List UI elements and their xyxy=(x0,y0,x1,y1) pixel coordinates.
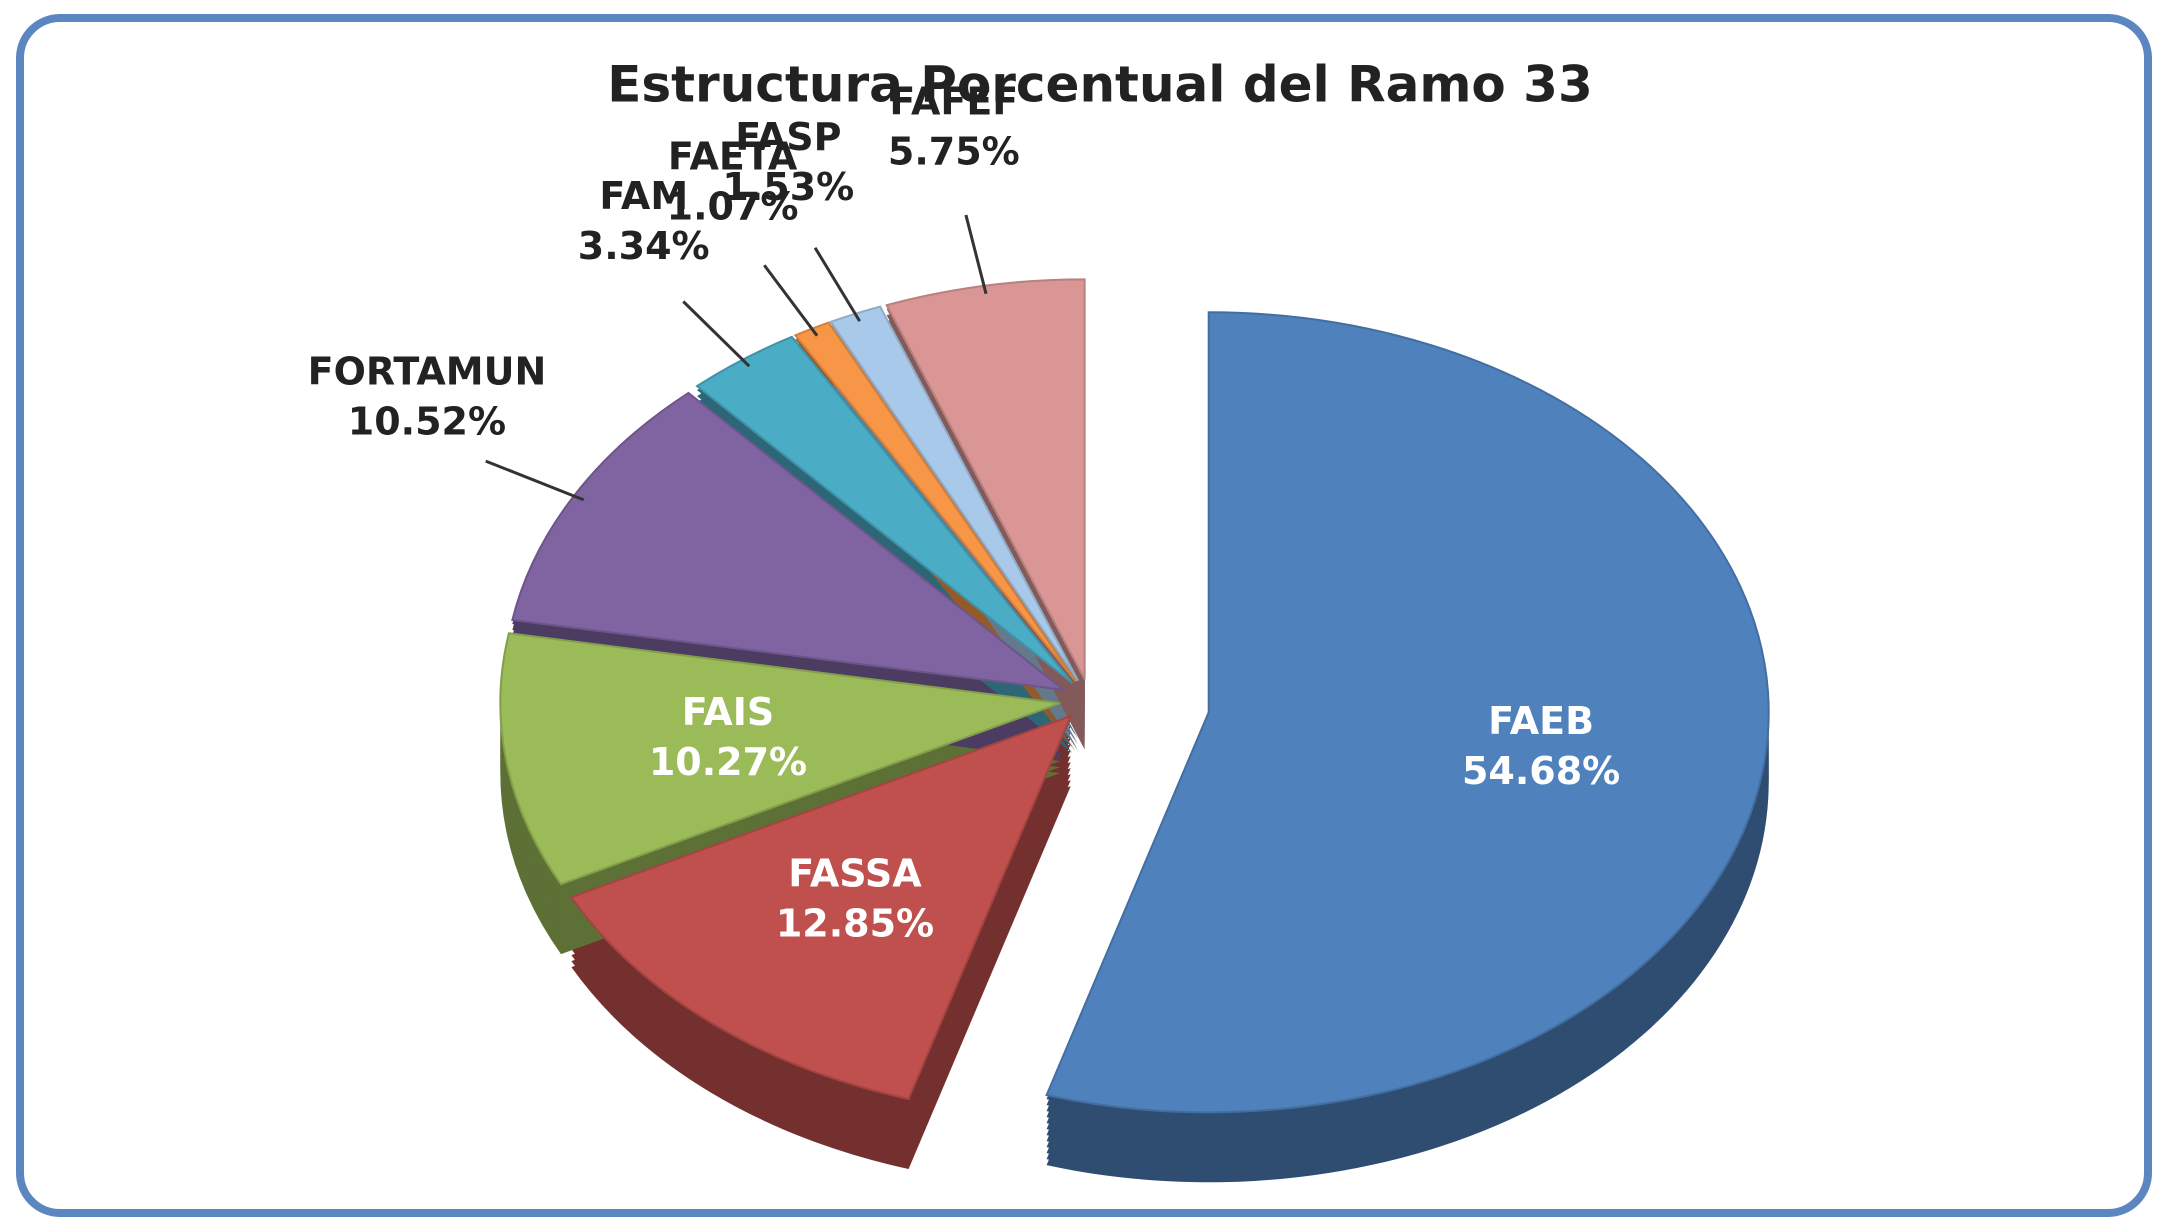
slice-label-name: FAM xyxy=(599,174,688,218)
slice-label-name: FAEB xyxy=(1488,699,1594,743)
leader-line xyxy=(682,300,751,368)
slice-label-value: 3.34% xyxy=(578,224,710,268)
slice-label-name: FASP xyxy=(735,115,841,159)
slice xyxy=(1045,311,1770,1114)
slice xyxy=(499,632,1061,886)
slice-label-name: FAIS xyxy=(682,690,775,734)
leader-line xyxy=(763,264,819,337)
slice-label-value: 1.07% xyxy=(667,184,799,228)
slice-label-name: FORTAMUN xyxy=(308,349,547,393)
leader-line xyxy=(485,459,585,502)
slice-label-name: FAFEF xyxy=(889,79,1018,123)
slice-label-value: 12.85% xyxy=(776,902,934,946)
slice-label-value: 10.52% xyxy=(348,399,506,443)
slice-label-value: 1.53% xyxy=(722,165,854,209)
leader-line xyxy=(964,214,988,295)
chart-title: Estructura Porcentual del Ramo 33 xyxy=(607,56,1593,114)
slice xyxy=(569,714,1073,1101)
slice-label-value: 54.68% xyxy=(1462,749,1620,793)
leader-line xyxy=(813,246,861,322)
slice-label-name: FAETA xyxy=(668,134,798,178)
slice-label-value: 10.27% xyxy=(649,740,807,784)
slice-label-name: FASSA xyxy=(788,852,922,896)
slice-label-value: 5.75% xyxy=(888,129,1020,173)
